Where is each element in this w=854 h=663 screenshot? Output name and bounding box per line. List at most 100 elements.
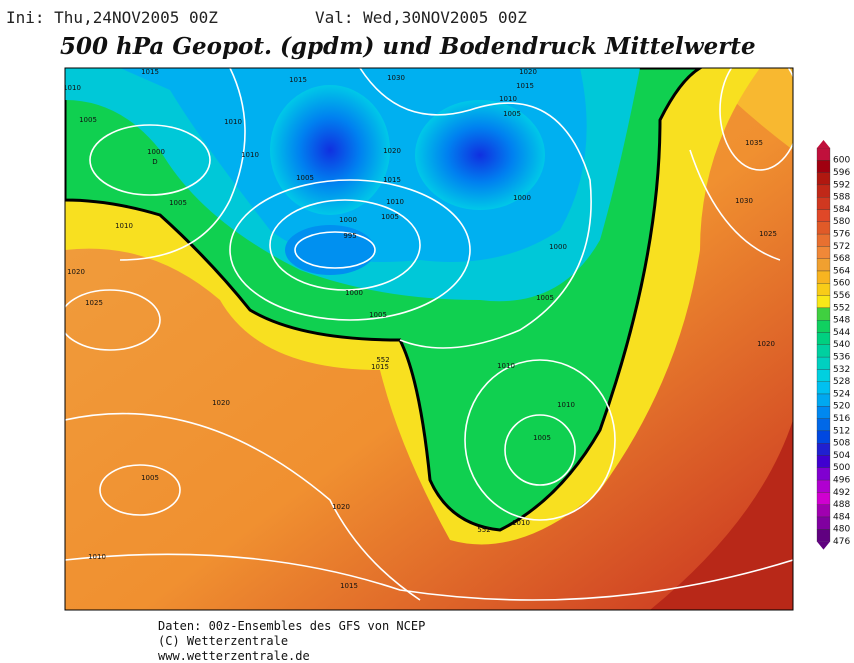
colorbar-swatch: [816, 209, 831, 222]
colorbar-label: 476: [833, 537, 850, 547]
colorbar-swatch: [816, 455, 831, 468]
contour-label: 1015: [340, 582, 358, 590]
colorbar-label: 496: [833, 475, 850, 485]
colorbar-swatch: [816, 221, 831, 235]
colorbar-label: 524: [833, 389, 850, 399]
colorbar-swatch: [816, 233, 831, 247]
colorbar-label: 584: [833, 205, 850, 215]
colorbar-swatch: [816, 172, 831, 186]
contour-label: 1010: [88, 553, 106, 561]
contour-label: 1015: [516, 82, 534, 90]
contour-label: 1005: [169, 199, 187, 207]
low: [415, 100, 545, 210]
colorbar-label: 528: [833, 377, 850, 387]
colorbar-swatch: [816, 320, 831, 333]
colorbar-label: 544: [833, 328, 850, 338]
colorbar-label: 540: [833, 340, 850, 350]
contour-label: 1020: [383, 147, 401, 155]
contour-label: 1020: [757, 340, 775, 348]
colorbar-cap: [817, 140, 830, 148]
contour-label: 1015: [383, 176, 401, 184]
contour-label: 1005: [369, 311, 387, 319]
colorbar-label: 568: [833, 254, 850, 264]
colorbar-label: 572: [833, 242, 850, 252]
contour-label: 1030: [735, 197, 753, 205]
contour-label: 1005: [79, 116, 97, 124]
colorbar-label: 592: [833, 180, 850, 190]
colorbar-label: 504: [833, 451, 850, 461]
contour-label: 1035: [745, 139, 763, 147]
contour-label: 1030: [387, 74, 405, 82]
contour-label: 1010: [557, 401, 575, 409]
footer-line: (C) Wetterzentrale: [158, 634, 288, 648]
valid-time: Val: Wed,30NOV2005 00Z: [315, 8, 527, 27]
colorbar-swatch: [816, 160, 831, 173]
title: 500 hPa Geopot. (gpdm) und Bodendruck Mi…: [60, 33, 756, 60]
colorbar-label: 548: [833, 316, 850, 326]
colorbar-swatch: [816, 529, 831, 542]
colorbar-swatch: [816, 369, 831, 382]
contour-label: 1000: [147, 148, 165, 156]
colorbar-swatch: [816, 504, 831, 518]
colorbar-swatch: [816, 295, 831, 309]
colorbar-label: 560: [833, 279, 850, 289]
contour-label: 1005: [536, 294, 554, 302]
contour-label: D: [152, 158, 157, 166]
colorbar-label: 532: [833, 365, 850, 375]
colorbar-label: 508: [833, 439, 850, 449]
contour-label: 1000: [345, 289, 363, 297]
contour-label: 1020: [332, 503, 350, 511]
colorbar-swatch: [816, 147, 831, 161]
contour-label: 1010: [224, 118, 242, 126]
colorbar-swatch: [816, 381, 831, 395]
colorbar-label: 484: [833, 512, 850, 522]
colorbar-swatch: [816, 479, 831, 493]
colorbar-swatch: [816, 356, 831, 370]
contour-label: 1015: [289, 76, 307, 84]
colorbar-label: 536: [833, 352, 850, 362]
colorbar-label: 580: [833, 217, 850, 227]
colorbar-swatch: [816, 418, 831, 432]
low: [270, 85, 390, 215]
contour-label: 1000: [549, 243, 567, 251]
colorbar-swatch: [816, 430, 831, 444]
contour-label: 1005: [381, 213, 399, 221]
init-time: Ini: Thu,24NOV2005 00Z: [6, 8, 218, 27]
colorbar-swatch: [816, 332, 831, 345]
contour-label: 1015: [371, 363, 389, 371]
contour-label: 1010: [499, 95, 517, 103]
contour-label: 1010: [386, 198, 404, 206]
contour-label: 1000: [339, 216, 357, 224]
colorbar-label: 512: [833, 426, 850, 436]
colorbar-label: 556: [833, 291, 850, 301]
contour-label: 1015: [141, 68, 159, 76]
colorbar-label: 520: [833, 402, 850, 412]
colorbar-label: 516: [833, 414, 850, 424]
footer-line: Daten: 00z-Ensembles des GFS von NCEP: [158, 619, 425, 633]
footer-line: www.wetterzentrale.de: [158, 649, 310, 663]
contour-label: 1020: [67, 268, 85, 276]
map-frame: [64, 67, 794, 611]
colorbar-swatch: [816, 307, 831, 321]
contour-label: 1010: [115, 222, 133, 230]
colorbar-label: 500: [833, 463, 850, 473]
colorbar-swatch: [816, 258, 831, 272]
contour-label: 1005: [141, 474, 159, 482]
colorbar-label: 596: [833, 168, 850, 178]
colorbar-label: 492: [833, 488, 850, 498]
contour-label: 1005: [296, 174, 314, 182]
contour-label: 1020: [519, 68, 537, 76]
contour-label: 1010: [497, 362, 515, 370]
colorbar-swatch: [816, 344, 831, 358]
contour-label: 552: [477, 526, 490, 534]
contour-label: 1025: [759, 230, 777, 238]
contour-label: 1020: [212, 399, 230, 407]
contour-label: 1010: [512, 519, 530, 527]
colorbar-swatch: [816, 184, 831, 198]
colorbar-label: 564: [833, 266, 850, 276]
contour-label: 1010: [63, 84, 81, 92]
colorbar-swatch: [816, 406, 831, 419]
colorbar-label: 576: [833, 229, 850, 239]
colorbar-swatch: [816, 516, 831, 530]
